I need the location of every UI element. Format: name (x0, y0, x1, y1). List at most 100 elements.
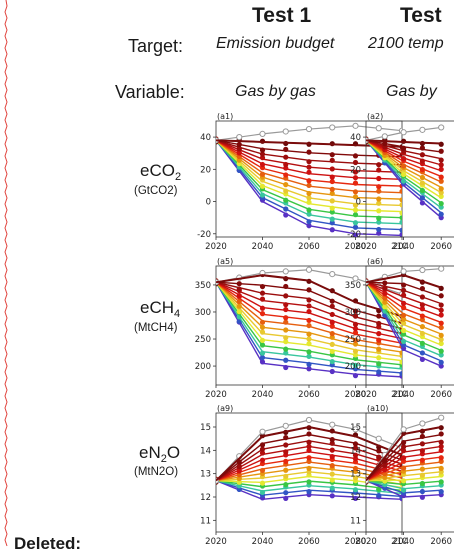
reference-point (329, 271, 336, 278)
scenario-point (236, 468, 242, 474)
scenario-point (329, 205, 335, 211)
reference-point (352, 275, 359, 282)
reference-point (305, 416, 313, 424)
scenario-point (382, 280, 388, 286)
scenario-point (382, 285, 388, 291)
scenario-point (438, 148, 444, 154)
row-eco2-unit: (GtCO2) (134, 185, 178, 197)
scenario-point (401, 455, 407, 461)
scenario-point (283, 146, 289, 152)
panel-a6: (a6) 200 250 300 350 2020 2040 2060 (345, 257, 454, 400)
scenario-point (329, 198, 335, 204)
target-row-label: Target: (128, 36, 184, 56)
scenario-point (438, 190, 444, 196)
scenario-point (419, 152, 425, 158)
scenario-point (419, 324, 425, 330)
scenario-point (352, 321, 359, 327)
scenario-point (438, 302, 444, 308)
scenario-point (329, 454, 335, 460)
scenario-point (352, 220, 359, 226)
scenario-point (438, 340, 444, 347)
y-tick-label: 250 (195, 335, 211, 345)
scenario-point (259, 489, 266, 496)
x-tick-label: 2060 (430, 537, 452, 547)
row-ech4-unit: (MtCH4) (134, 322, 178, 334)
scenario-point (401, 465, 407, 471)
scenario-point (352, 153, 359, 159)
scenario-point (352, 373, 359, 379)
scenario-point (419, 350, 425, 356)
scenario-point (401, 312, 407, 318)
scenario-point (352, 487, 359, 493)
scenario-point (401, 171, 407, 178)
scenario-point (329, 174, 335, 180)
scenario-point (438, 443, 444, 450)
reference-point (305, 266, 313, 273)
scenario-point (259, 290, 266, 296)
scenario-point (283, 482, 289, 488)
scenario-point (283, 212, 289, 218)
scenario-point (306, 465, 312, 472)
reference-point (400, 426, 407, 433)
scenario-point (438, 458, 444, 464)
scenario-point (283, 161, 289, 168)
scenario-point (352, 465, 359, 472)
scenario-point (283, 339, 289, 345)
scenario-point (438, 157, 444, 163)
reference-point (259, 428, 266, 435)
scenario-point (401, 439, 407, 446)
scenario-point (399, 219, 402, 225)
scenario-point (399, 188, 402, 194)
scenario-point (283, 442, 289, 448)
scenario-point (352, 308, 359, 314)
scenario-point (382, 474, 388, 480)
scenario-point (306, 195, 312, 201)
panel-a1: (a1)-200204020202040206020802100 (197, 112, 406, 252)
scenario-point (401, 316, 407, 322)
tracked-change-margin-line (4, 0, 8, 547)
scenario-point (419, 340, 425, 346)
x-tick-label: 2100 (391, 390, 406, 400)
scenario-point (236, 150, 242, 156)
x-tick-label: 2040 (393, 390, 415, 400)
scenario-point (259, 147, 266, 153)
scenario-point (382, 467, 388, 473)
scenario-point (352, 202, 359, 208)
y-tick-label: 0 (356, 198, 361, 208)
y-tick-label: 350 (345, 281, 361, 291)
scenario-point (306, 178, 312, 184)
scenario-point (259, 171, 266, 177)
scenario-point (438, 348, 444, 354)
scenario-point (306, 439, 312, 445)
scenario-point (419, 145, 425, 151)
x-tick-label: 2020 (205, 390, 227, 400)
y-tick-label: 300 (195, 308, 211, 318)
scenario-point (259, 354, 266, 361)
scenario-point (283, 357, 289, 363)
scenario-point (438, 336, 444, 343)
scenario-point (306, 489, 312, 495)
scenario-point (352, 159, 359, 166)
scenario-point (236, 463, 242, 469)
y-tick-label: 200 (345, 362, 361, 372)
plot-frame (365, 265, 454, 386)
scenario-point (259, 296, 266, 302)
column-1-variable: Gas by gas (235, 83, 316, 100)
plot-frame (365, 120, 454, 238)
scenario-point (438, 204, 444, 210)
scenario-point (329, 368, 335, 375)
row-en2o-label: eN2O (139, 443, 181, 465)
scenario-point (329, 220, 335, 226)
scenario-point (236, 479, 242, 485)
scenario-point (438, 324, 444, 331)
panel-label: (a9) (217, 404, 233, 413)
scenario-point (399, 227, 402, 233)
scenario-point (352, 452, 359, 458)
scenario-point (399, 350, 402, 356)
scenario-point (401, 478, 407, 484)
scenario-point (306, 223, 312, 229)
scenario-point (438, 200, 444, 207)
y-tick-label: 11 (200, 516, 211, 526)
scenario-point (329, 440, 335, 446)
